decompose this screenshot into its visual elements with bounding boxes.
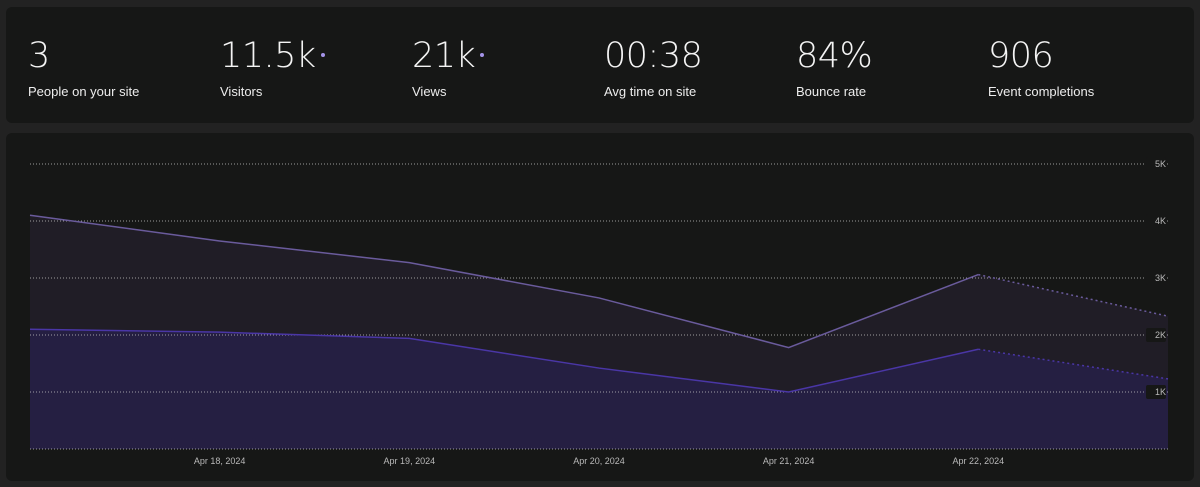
- y-tick-label-bg: [1146, 271, 1166, 285]
- stat-value: 84%: [796, 36, 873, 76]
- y-tick-label-bg: [1146, 385, 1166, 399]
- stat-visitors[interactable]: 11.5k Visitors: [220, 37, 325, 99]
- y-tick-label: 2K: [1155, 330, 1166, 340]
- stat-label: Event completions: [988, 84, 1095, 99]
- stat-value: 00:38: [604, 36, 703, 76]
- y-tick-label: 5K: [1155, 159, 1166, 169]
- stat-value: 906: [988, 36, 1054, 76]
- traffic-area-chart[interactable]: 5K 4K 3K 2K 1K Apr 18, 2024 Apr 19, 2024 Apr 20…: [6, 133, 1194, 481]
- stat-views[interactable]: 21k Views: [412, 37, 485, 99]
- stat-label: Bounce rate: [796, 84, 867, 99]
- stat-label: People on your site: [28, 84, 140, 99]
- x-tick-label: Apr 18, 2024: [194, 456, 246, 466]
- x-tick-label: Apr 20, 2024: [573, 456, 625, 466]
- y-tick-label-bg: [1146, 328, 1166, 342]
- stat-event-completions[interactable]: 906 Event completions: [988, 37, 1094, 99]
- x-tick-label: Apr 19, 2024: [384, 456, 436, 466]
- live-dot-icon: [320, 53, 325, 57]
- stat-value: 3: [28, 36, 50, 76]
- visitors-series-line: [29, 328, 979, 393]
- stats-panel: 3 People on your site 11.5k Visitors 21k…: [6, 7, 1194, 123]
- visitors-area-fill: [30, 329, 1168, 449]
- stat-value: 11.5k: [220, 37, 325, 75]
- x-tick-label: Apr 21, 2024: [763, 456, 815, 466]
- y-tick-label: 3K: [1155, 273, 1166, 283]
- stat-bounce-rate[interactable]: 84% Bounce rate: [796, 36, 873, 99]
- y-tick-label: 4K: [1155, 216, 1166, 226]
- stat-avg-time[interactable]: 00:38 Avg time on site: [604, 36, 703, 99]
- views-series-line: [29, 214, 979, 349]
- stat-label: Views: [412, 84, 447, 99]
- y-tick-label: 1K: [1155, 387, 1166, 397]
- stat-label: Visitors: [220, 84, 263, 99]
- x-tick-label: Apr 22, 2024: [953, 456, 1005, 466]
- stat-label: Avg time on site: [604, 84, 697, 99]
- traffic-chart-panel[interactable]: 5K 4K 3K 2K 1K Apr 18, 2024 Apr 19, 2024 Apr 20…: [6, 133, 1194, 481]
- visitors-series-line-projected: [978, 348, 1169, 380]
- live-dot-icon: [480, 53, 485, 57]
- stat-people-on-site[interactable]: 3 People on your site: [28, 37, 139, 99]
- views-series-line-projected: [978, 273, 1169, 317]
- y-tick-label-bg: [1146, 157, 1166, 171]
- stat-value: 21k: [412, 37, 485, 75]
- y-tick-label-bg: [1146, 214, 1166, 228]
